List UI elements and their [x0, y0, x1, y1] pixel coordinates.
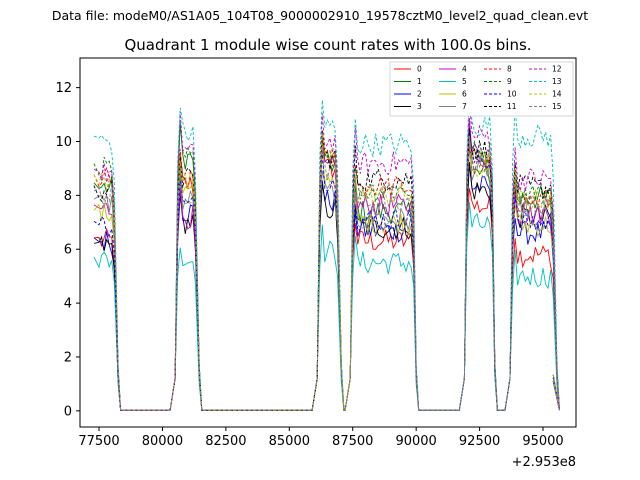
x-tick-label: 95000	[522, 434, 563, 449]
y-tick-label: 12	[55, 81, 72, 96]
series-line-14	[93, 132, 560, 411]
plot-frame	[79, 57, 577, 428]
x-tick-label: 77500	[78, 434, 119, 449]
legend-label-7: 7	[462, 102, 467, 111]
legend-label-2: 2	[417, 90, 422, 99]
legend-label-0: 0	[417, 65, 422, 74]
legend-label-4: 4	[462, 65, 467, 74]
y-tick-label: 2	[64, 350, 72, 365]
series-line-15	[93, 135, 560, 411]
series-line-5	[93, 202, 560, 411]
series-line-13	[93, 92, 560, 411]
series-line-7	[93, 137, 560, 411]
legend-label-12: 12	[552, 65, 562, 74]
x-offset-label: +2.953e8	[512, 455, 576, 470]
legend-label-13: 13	[552, 77, 562, 86]
legend-label-3: 3	[417, 102, 422, 111]
y-tick-label: 0	[64, 404, 72, 419]
y-axis: 0 2 4 6 8 10 12	[55, 81, 80, 419]
x-tick-label: 85000	[269, 434, 310, 449]
legend-label-15: 15	[552, 102, 562, 111]
legend-label-8: 8	[507, 65, 512, 74]
x-tick-label: 82500	[205, 434, 246, 449]
y-tick-label: 6	[64, 243, 72, 258]
legend-label-5: 5	[462, 77, 467, 86]
x-tick-label: 92500	[459, 434, 500, 449]
y-tick-label: 10	[55, 135, 72, 150]
legend-label-14: 14	[552, 90, 562, 99]
legend-box	[389, 61, 574, 117]
series-line-10	[93, 129, 560, 411]
chart-title: Quadrant 1 module wise count rates with …	[124, 36, 531, 54]
legend-label-1: 1	[417, 77, 422, 86]
y-tick-label: 8	[64, 189, 72, 204]
figure-suptitle: Data file: modeM0/AS1A05_104T08_90000029…	[52, 8, 588, 23]
legend-label-11: 11	[507, 102, 517, 111]
x-tick-label: 87500	[332, 434, 373, 449]
legend-label-6: 6	[462, 90, 467, 99]
x-axis: 77500 80000 82500 85000 87500 90000 92500 95000	[78, 427, 564, 449]
legend-label-10: 10	[507, 90, 517, 99]
series-line-6	[93, 138, 560, 411]
series-line-8	[93, 138, 560, 411]
x-tick-label: 90000	[395, 434, 436, 449]
y-tick-label: 4	[64, 297, 72, 312]
series-line-12	[93, 103, 560, 411]
x-tick-label: 80000	[142, 434, 183, 449]
series-line-3	[93, 161, 560, 411]
series-lines	[93, 92, 560, 411]
legend-label-9: 9	[507, 77, 512, 86]
series-line-9	[93, 123, 560, 411]
